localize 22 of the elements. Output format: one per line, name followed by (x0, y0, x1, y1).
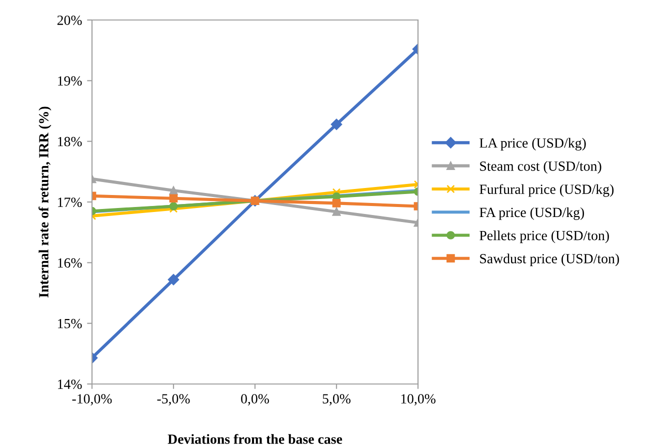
x-tick-label: 5,0% (322, 394, 350, 406)
y-tick-label: 14% (58, 380, 82, 389)
point (332, 199, 341, 208)
y-tick-label: 16% (58, 258, 82, 268)
point (169, 194, 178, 203)
legend-label: Steam cost (USD/ton) (480, 161, 602, 174)
x-tick-label: -5,0% (157, 394, 190, 406)
y-axis-title: Internal rate of return, IRR (%) (38, 106, 52, 298)
x-axis-title: Deviations from the base case (168, 434, 342, 444)
y-tick-label: 19% (58, 76, 82, 86)
x-tick-label: -10,0% (72, 394, 112, 406)
y-tick-label: 17% (58, 198, 82, 207)
legend-label: LA price (USD/kg) (480, 138, 586, 151)
y-tick-label: 20% (57, 16, 82, 25)
y-tick-label: 18% (58, 136, 82, 146)
y-tick-label: 15% (58, 318, 82, 328)
x-tick-label: 10,0% (401, 394, 436, 406)
x-tick-label: 0,0% (241, 394, 269, 406)
legend-label: FA price (USD/kg) (480, 207, 584, 220)
legend-label: Sawdust price (USD/ton) (480, 254, 619, 266)
legend-label: Furfural price (USD/kg) (480, 184, 614, 197)
legend-label: Pellets price (USD/ton) (480, 230, 609, 244)
